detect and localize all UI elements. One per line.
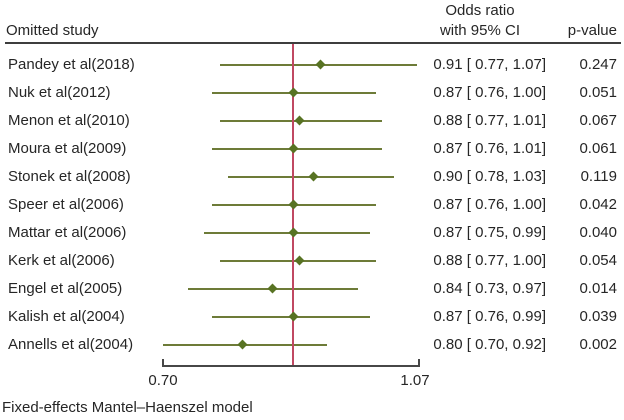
point-estimate-diamond: [288, 199, 299, 210]
point-estimate-diamond: [267, 283, 278, 294]
p-value-column-header: p-value: [567, 22, 617, 39]
odds-ratio-column-header-line2: with 95% CI: [439, 22, 521, 39]
point-estimate-diamond: [315, 59, 325, 70]
study-label: Moura et al(2009): [8, 139, 127, 157]
point-estimate-diamond: [288, 227, 299, 238]
study-label: Speer et al(2006): [8, 195, 124, 213]
p-value: 0.002: [579, 335, 617, 353]
p-value: 0.061: [579, 139, 617, 157]
odds-ratio-ci-value: 0.88 [ 0.77, 1.01]: [433, 111, 546, 129]
point-estimate-diamond: [288, 143, 299, 154]
odds-ratio-ci-value: 0.87 [ 0.76, 1.00]: [433, 195, 546, 213]
confidence-interval-line: [204, 231, 371, 234]
p-value: 0.054: [579, 251, 617, 269]
p-value: 0.247: [579, 55, 617, 73]
odds-ratio-ci-value: 0.87 [ 0.76, 0.99]: [433, 307, 546, 325]
p-value: 0.051: [579, 83, 617, 101]
odds-ratio-ci-value: 0.87 [ 0.75, 0.99]: [433, 223, 546, 241]
model-note: Fixed-effects Mantel–Haenszel model: [2, 399, 253, 416]
header-separator-line: [5, 42, 621, 44]
study-label: Nuk et al(2012): [8, 83, 111, 101]
study-label: Stonek et al(2008): [8, 167, 131, 185]
point-estimate-diamond: [237, 339, 248, 350]
odds-ratio-ci-value: 0.84 [ 0.73, 0.97]: [433, 279, 546, 297]
omitted-study-column-header: Omitted study: [6, 22, 99, 39]
odds-ratio-column-header-line1: Odds ratio: [445, 2, 515, 19]
point-estimate-diamond: [308, 171, 319, 182]
point-estimate-diamond: [295, 255, 305, 266]
p-value: 0.119: [580, 167, 617, 185]
study-label: Kalish et al(2004): [8, 307, 125, 325]
x-axis-line: [162, 359, 420, 367]
p-value: 0.014: [579, 279, 617, 297]
study-label: Annells et al(2004): [8, 335, 134, 353]
odds-ratio-ci-value: 0.91 [ 0.77, 1.07]: [433, 55, 546, 73]
study-label: Menon et al(2010): [8, 111, 130, 129]
x-axis-tick-label-min: 0.70: [148, 372, 178, 389]
odds-ratio-ci-value: 0.90 [ 0.78, 1.03]: [433, 167, 546, 185]
study-label: Mattar et al(2006): [8, 223, 127, 241]
point-estimate-diamond: [288, 87, 299, 98]
p-value: 0.067: [579, 111, 617, 129]
odds-ratio-ci-value: 0.87 [ 0.76, 1.01]: [433, 139, 546, 157]
point-estimate-diamond: [295, 115, 305, 126]
odds-ratio-ci-value: 0.80 [ 0.70, 0.92]: [433, 335, 546, 353]
study-label: Kerk et al(2006): [8, 251, 115, 269]
odds-ratio-ci-value: 0.87 [ 0.76, 1.00]: [433, 83, 546, 101]
study-label: Engel et al(2005): [8, 279, 123, 297]
point-estimate-diamond: [288, 311, 299, 322]
p-value: 0.040: [579, 223, 617, 241]
x-axis-tick-label-max: 1.07: [400, 372, 430, 389]
odds-ratio-ci-value: 0.88 [ 0.77, 1.00]: [433, 251, 546, 269]
p-value: 0.039: [579, 307, 617, 325]
p-value: 0.042: [579, 195, 617, 213]
study-label: Pandey et al(2018): [8, 55, 135, 73]
